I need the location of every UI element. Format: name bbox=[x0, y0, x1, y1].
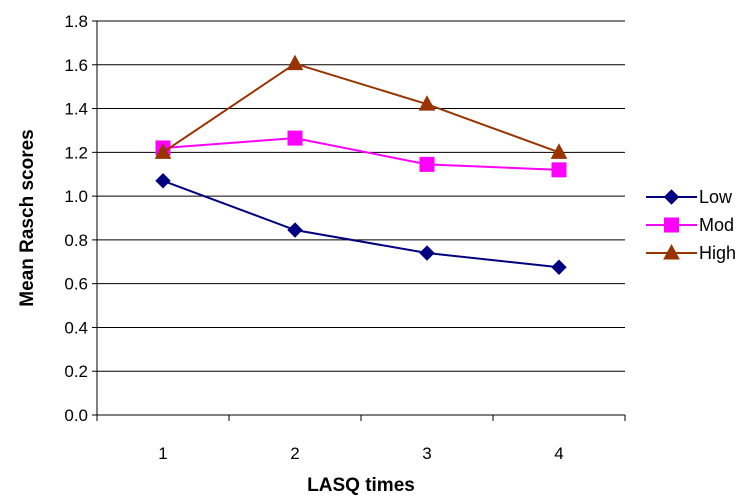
series-group bbox=[154, 54, 568, 275]
x-tick-label: 3 bbox=[422, 444, 431, 463]
y-tick-label: 0.2 bbox=[64, 362, 88, 381]
y-tick-label: 0.4 bbox=[64, 318, 88, 337]
legend-label-mod: Mod bbox=[699, 215, 734, 235]
y-tick-label: 1.8 bbox=[64, 12, 88, 31]
y-tick-label: 0.6 bbox=[64, 275, 88, 294]
y-tick-label: 1.4 bbox=[64, 100, 88, 119]
axes: 0.0 0.2 0.4 0.6 0.8 1.0 1.2 1.4 1.6 1.8 1 2 3 4 bbox=[64, 12, 626, 463]
series-line-high bbox=[162, 62, 560, 154]
x-tick-label: 4 bbox=[554, 444, 563, 463]
legend-item-low: Low bbox=[646, 187, 733, 207]
data-point-high bbox=[418, 95, 436, 111]
y-tick-label: 1.0 bbox=[64, 187, 88, 206]
legend-marker-low bbox=[663, 189, 680, 205]
y-tick-label: 0.8 bbox=[64, 231, 88, 250]
data-point-mod bbox=[551, 162, 567, 178]
legend-item-high: High bbox=[646, 243, 736, 263]
data-point-low bbox=[419, 245, 435, 261]
x-axis-title: LASQ times bbox=[307, 475, 415, 496]
y-axis-title: Mean Rasch scores bbox=[17, 129, 38, 306]
legend-item-mod: Mod bbox=[646, 215, 734, 235]
data-point-high bbox=[550, 143, 568, 159]
series-line-mod bbox=[162, 137, 560, 171]
series-line-low bbox=[162, 179, 560, 269]
data-point-low bbox=[551, 259, 567, 275]
legend-marker-high bbox=[663, 243, 680, 260]
x-tick-label: 1 bbox=[158, 444, 167, 463]
legend-label-low: Low bbox=[699, 187, 733, 207]
legend: Low Mod High bbox=[646, 187, 736, 263]
data-point-low bbox=[287, 222, 303, 238]
data-point-high bbox=[286, 54, 304, 71]
y-tick-label: 1.6 bbox=[64, 56, 88, 75]
y-tick-label: 0.0 bbox=[64, 406, 88, 425]
series-low bbox=[155, 173, 567, 275]
data-point-high bbox=[154, 143, 172, 159]
legend-marker-mod bbox=[664, 217, 679, 233]
legend-label-high: High bbox=[699, 243, 736, 263]
x-tick-label: 2 bbox=[290, 444, 299, 463]
data-point-mod bbox=[419, 156, 435, 172]
y-tick-label: 1.2 bbox=[64, 143, 88, 162]
gridlines bbox=[97, 20, 625, 372]
data-point-mod bbox=[287, 130, 303, 146]
series-mod bbox=[155, 130, 567, 178]
data-point-low bbox=[155, 173, 171, 189]
series-high bbox=[154, 54, 568, 159]
